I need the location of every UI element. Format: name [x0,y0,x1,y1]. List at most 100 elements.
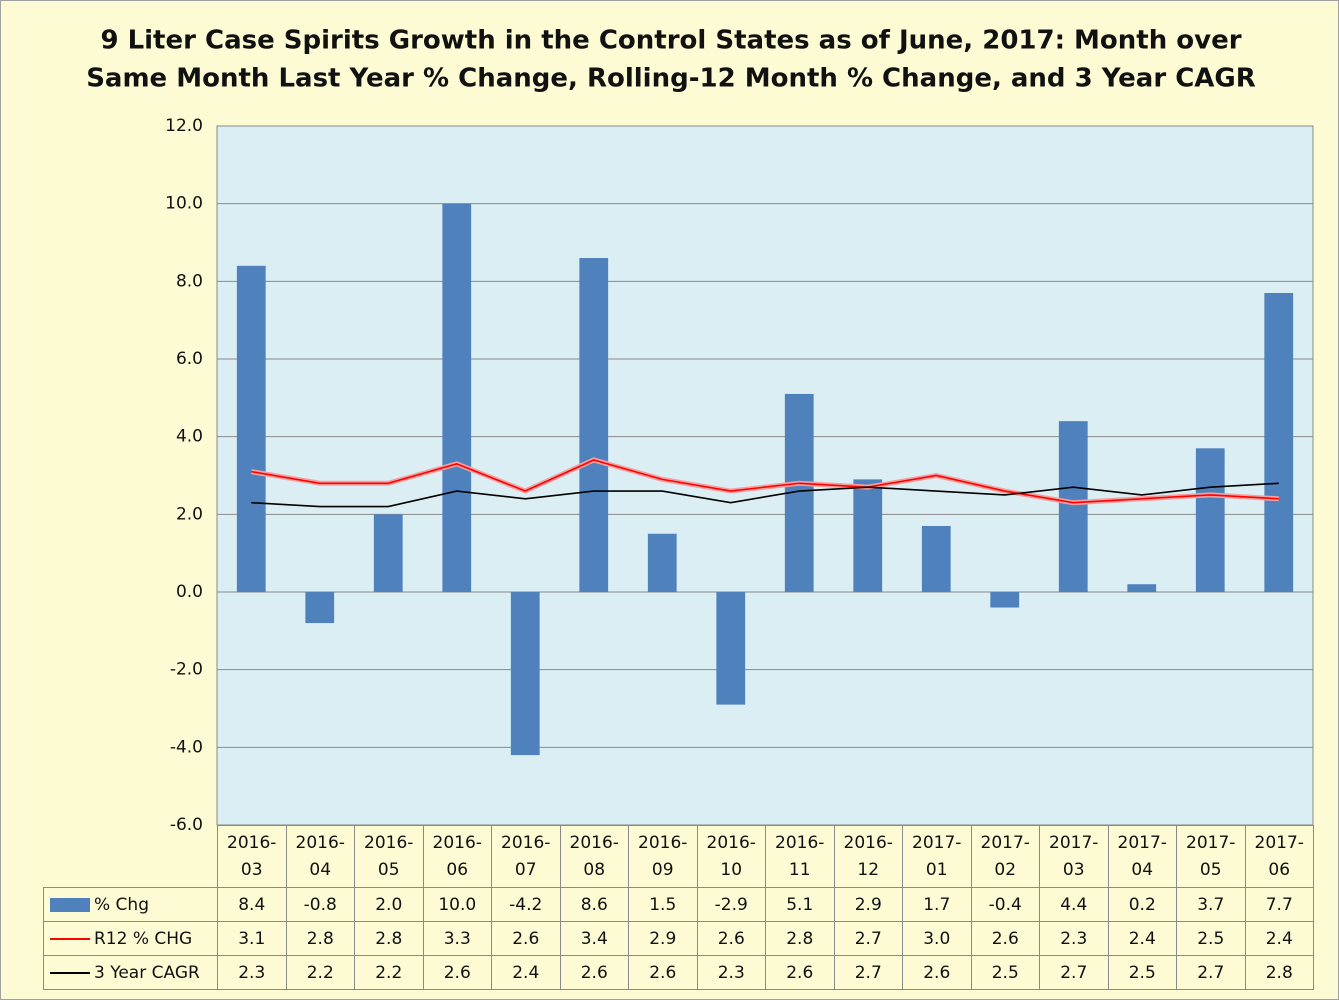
data-label: 4.4 [1039,887,1109,922]
bar [305,592,335,624]
legend-label: % Chg [94,894,149,915]
data-label-text: 2.6 [991,928,1019,949]
data-label: 2.6 [765,955,835,990]
data-label-text: 2.7 [1060,962,1088,983]
data-label-text: 8.6 [580,894,608,915]
data-label-text: 2.7 [854,962,882,983]
data-label: -0.8 [285,887,355,922]
data-label: 2.9 [833,887,903,922]
x-tick-label-text: 2017-05 [1186,832,1236,880]
data-label-text: 0.2 [1128,894,1156,915]
bar [579,258,609,592]
x-tick-label-text: 2016-10 [706,832,756,880]
data-label: 2.5 [970,955,1040,990]
x-tick-label-text: 2016-03 [227,832,277,880]
data-label-text: 3.1 [238,928,266,949]
data-label-text: 5.1 [786,894,814,915]
data-label-text: 2.8 [786,928,814,949]
data-label: 2.8 [285,921,355,956]
legend-entry: % Chg [43,887,218,922]
x-tick-label: 2017-03 [1039,825,1109,888]
x-tick-label: 2016-04 [285,825,355,888]
y-tick-label: 10.0 [165,194,203,214]
data-label-text: 3.0 [923,928,951,949]
data-label: 2.7 [833,921,903,956]
data-label: 8.4 [217,887,287,922]
data-label: 8.6 [559,887,629,922]
x-tick-label: 2016-09 [628,825,698,888]
data-label: 3.0 [902,921,972,956]
data-label-text: 2.6 [443,962,471,983]
data-label: 0.2 [1107,887,1177,922]
data-label: 5.1 [765,887,835,922]
data-label-text: 2.4 [1265,928,1293,949]
data-label: 3.4 [559,921,629,956]
data-label: -4.2 [491,887,561,922]
data-label: 1.5 [628,887,698,922]
line [251,459,1279,504]
bar [990,592,1020,608]
bar [1195,448,1225,592]
data-label-text: 2.7 [1197,962,1225,983]
data-label-text: 2.6 [580,962,608,983]
bar [853,479,883,592]
x-tick-label: 2016-06 [422,825,492,888]
data-label: 2.7 [1039,955,1109,990]
data-label: 2.2 [354,955,424,990]
data-label: 2.6 [970,921,1040,956]
data-label: 2.6 [628,955,698,990]
data-label-text: 2.0 [375,894,403,915]
x-tick-label: 2016-08 [559,825,629,888]
x-tick-label: 2016-07 [491,825,561,888]
x-tick-label-text: 2017-02 [980,832,1030,880]
y-tick-label: 8.0 [176,271,203,291]
data-label-text: 2.3 [238,962,266,983]
legend-swatch [50,897,90,912]
data-label-text: 2.8 [306,928,334,949]
x-tick-label: 2017-04 [1107,825,1177,888]
line [251,482,1279,508]
y-tick-label: 6.0 [176,349,203,369]
data-label: 2.2 [285,955,355,990]
legend-label: 3 Year CAGR [94,962,200,983]
data-label-text: 3.3 [443,928,471,949]
data-label-text: 2.5 [1128,962,1156,983]
data-label: 2.6 [491,921,561,956]
data-label: 1.7 [902,887,972,922]
data-label-text: 2.9 [854,894,882,915]
data-label: 2.9 [628,921,698,956]
data-label: 7.7 [1244,887,1314,922]
x-tick-label: 2017-05 [1176,825,1246,888]
bar [373,514,403,592]
x-tick-label: 2016-05 [354,825,424,888]
data-label-text: 4.4 [1060,894,1088,915]
data-label-text: 3.4 [580,928,608,949]
data-label-text: 2.8 [375,928,403,949]
data-label-text: 2.2 [306,962,334,983]
data-label: 2.4 [491,955,561,990]
data-label-text: 2.4 [512,962,540,983]
data-label-text: 2.3 [717,962,745,983]
x-tick-label-text: 2016-06 [432,832,482,880]
legend-label: R12 % CHG [94,928,193,949]
bar [921,525,951,592]
data-label: 3.7 [1176,887,1246,922]
data-label: 2.6 [559,955,629,990]
data-label: 2.5 [1107,955,1177,990]
data-label: 10.0 [422,887,492,922]
bar [510,592,540,756]
data-label: 2.3 [217,955,287,990]
chart-title: Same Month Last Year % Change, Rolling-1… [86,64,1256,94]
data-label-text: 8.4 [238,894,266,915]
data-label-text: -2.9 [714,894,748,915]
y-tick-label: -4.0 [170,737,203,757]
data-label-text: 3.7 [1197,894,1225,915]
data-label-text: 2.6 [923,962,951,983]
x-tick-label: 2016-11 [765,825,835,888]
x-tick-label: 2017-01 [902,825,972,888]
bar [716,592,746,705]
data-label-text: 2.5 [991,962,1019,983]
y-tick-label: -2.0 [170,660,203,680]
bar [1058,421,1088,592]
